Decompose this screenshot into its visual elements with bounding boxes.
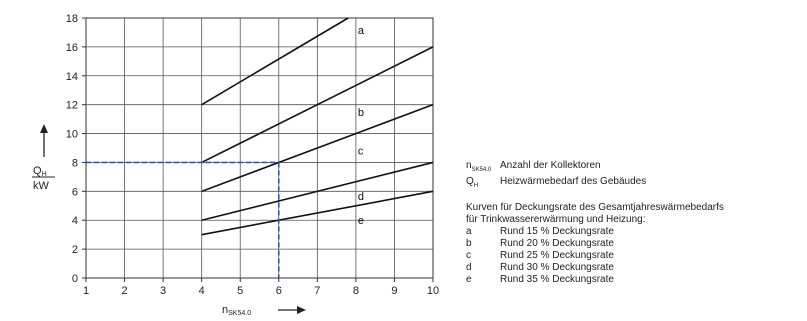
series-line-d [201,161,434,221]
series-label-c: c [358,146,364,158]
x-axis-label: nSK54.0 [222,304,306,317]
legend-curve-row: a Rund 15 % Deckungsrate [466,226,806,238]
x-tick-label: 10 [427,285,439,297]
legend-title-line-2: für Trinkwassererwärmung und Heizung: [466,214,646,225]
legend-symbol-row: QH Heizwärmebedarf des Gebäudes [466,176,806,192]
y-tick-label: 10 [66,129,78,141]
x-tick-label: 7 [314,285,320,297]
legend-curve-text: Rund 25 % Deckungsrate [500,250,614,261]
legend-symbol: nSK54.0 [466,160,492,173]
legend-curve-text: Rund 30 % Deckungsrate [500,262,614,273]
y-tick-label: 2 [72,244,78,256]
y-tick-labels: 0 2 4 6 8 10 12 14 16 18 [66,13,78,285]
reading-guide [86,161,280,278]
x-tick-label: 3 [160,285,166,297]
legend-curve-row: d Rund 30 % Deckungsrate [466,262,806,274]
series-line-c [201,103,434,193]
legend-symbol-text: Anzahl der Kollektoren [500,160,601,171]
x-tick-labels: 1 2 3 4 5 6 7 8 9 10 [83,285,439,297]
series-label-e: e [358,215,364,227]
y-label-numerator-sub: H [42,171,47,178]
legend-curve-key: e [466,274,472,285]
y-arrowhead-icon [40,124,48,133]
legend-symbol-text: Heizwärmebedarf des Gebäudes [500,176,647,187]
x-tick-label: 4 [199,285,205,297]
legend-curve-key: a [466,226,472,237]
legend-curve-key: d [466,262,472,273]
series-line-e [201,190,434,236]
y-tick-label: 6 [72,186,78,198]
series-label-a: a [358,25,365,37]
legend-curve-row: c Rund 25 % Deckungsrate [466,250,806,262]
y-label-denominator: kW [33,180,50,192]
legend-curve-row: e Rund 35 % Deckungsrate [466,274,806,286]
legend-curve-key: c [466,250,471,261]
legend-curve-text: Rund 20 % Deckungsrate [500,238,614,249]
x-arrowhead-icon [297,306,306,314]
y-axis-label: QH kW [32,124,55,192]
grid [82,17,434,282]
x-tick-label: 8 [353,285,359,297]
series-label-b: b [358,107,364,119]
series-label-d: d [358,191,364,203]
x-label-text: nSK54.0 [222,304,251,317]
legend-symbol: QH [466,176,479,189]
legend-curve-text: Rund 15 % Deckungsrate [500,226,614,237]
y-tick-label: 8 [72,157,78,169]
series-lines [201,17,434,236]
x-tick-label: 5 [237,285,243,297]
x-tick-label: 9 [391,285,397,297]
x-label-sub: SK54.0 [228,310,251,317]
y-tick-label: 18 [66,13,78,25]
legend-curve-row: b Rund 20 % Deckungsrate [466,238,806,250]
x-tick-label: 6 [276,285,282,297]
y-tick-label: 0 [72,273,78,285]
series-line-a [201,17,349,106]
plot-frame [85,17,434,279]
series-line-b [201,46,434,164]
legend-curve-key: b [466,238,472,249]
y-tick-label: 14 [66,71,78,83]
legend-curve-text: Rund 35 % Deckungsrate [500,274,614,285]
x-tick-label: 1 [83,285,89,297]
y-tick-label: 12 [66,100,78,112]
x-tick-label: 2 [121,285,127,297]
legend: nSK54.0 Anzahl der Kollektoren QH Heizwä… [466,160,806,286]
y-label-numerator: QH [33,165,47,178]
legend-symbol-row: nSK54.0 Anzahl der Kollektoren [466,160,806,176]
y-tick-label: 16 [66,42,78,54]
series-labels: a b c de [358,25,365,227]
y-tick-label: 4 [72,215,78,227]
legend-title-line-1: Kurven für Deckungsrate des Gesamtjahres… [466,202,724,213]
